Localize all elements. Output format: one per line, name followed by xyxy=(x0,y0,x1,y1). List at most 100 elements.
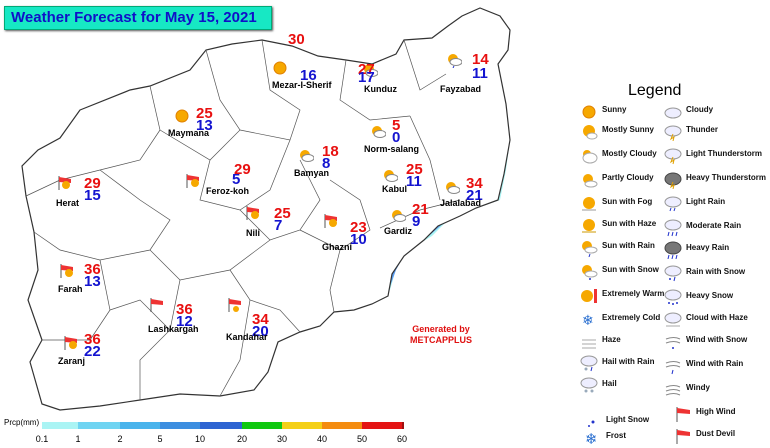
max-temp: 36 xyxy=(84,261,101,278)
thunder-icon xyxy=(664,125,682,141)
title-box: Weather Forecast for May 15, 2021 xyxy=(4,6,272,30)
scale-tick: 60 xyxy=(396,434,408,444)
province-boundaries xyxy=(25,39,461,400)
high-wind-icon xyxy=(186,174,199,188)
heavy-rain-icon xyxy=(664,241,682,259)
min-temp: 9 xyxy=(412,213,421,230)
heavy-snow-icon xyxy=(664,289,682,305)
city-name: Zaranj xyxy=(58,356,86,366)
min-temp: 13 xyxy=(84,273,101,290)
max-temp: 14 xyxy=(472,51,489,68)
min-temp: 16 xyxy=(300,67,317,84)
partly-cloudy-icon xyxy=(364,64,378,77)
min-temp: 10 xyxy=(350,231,367,248)
city-name: Fayzabad xyxy=(440,84,482,94)
city-name: Kabul xyxy=(382,184,408,194)
scale-tick: 50 xyxy=(356,434,368,444)
city-name: Gardiz xyxy=(384,226,413,236)
scale-tick: 0.1 xyxy=(35,434,49,444)
city-name: Herat xyxy=(56,198,80,208)
scale-seg-5 xyxy=(200,422,242,429)
max-temp: 27 xyxy=(358,61,375,78)
max-temp: 29 xyxy=(84,175,101,192)
scale-tick: 2 xyxy=(117,434,123,444)
city-name: Nili xyxy=(246,228,261,238)
cloudy-icon xyxy=(664,107,682,119)
cloud-with-haze-icon xyxy=(664,312,682,327)
min-temp: 12 xyxy=(176,313,193,330)
scale-seg-2 xyxy=(78,422,120,429)
hail-icon xyxy=(580,377,598,393)
light-snow-icon xyxy=(588,420,595,427)
scale-seg-6 xyxy=(242,422,282,429)
sun-with-rain-icon xyxy=(446,182,460,194)
scale-seg-4 xyxy=(160,422,200,429)
precip-scale-bar xyxy=(42,422,404,429)
min-temp: 0 xyxy=(392,129,401,146)
sun-with-snow-icon xyxy=(582,265,598,280)
max-temp: 25 xyxy=(274,205,291,222)
high-wind-icon xyxy=(64,336,77,350)
precip-scale-label: Prcp(mm) xyxy=(4,418,40,427)
sun-with-rain-icon xyxy=(582,241,598,257)
city-name: Lashkargah xyxy=(148,324,199,334)
sun-with-rain-icon xyxy=(392,210,406,222)
max-temp: 36 xyxy=(84,331,101,348)
scale-seg-10 xyxy=(402,422,404,429)
city-name: Kandahar xyxy=(226,332,268,342)
sun-with-rain-icon xyxy=(448,54,462,68)
max-temp: 18 xyxy=(322,143,339,160)
wind-with-rain-icon xyxy=(665,361,681,375)
city-name: Ghazni xyxy=(322,242,353,252)
min-temp: 7 xyxy=(274,217,283,234)
high-wind-icon xyxy=(58,176,71,190)
windy-icon xyxy=(665,385,681,396)
city-name: Maymana xyxy=(168,128,210,138)
city-name: Farah xyxy=(58,284,83,294)
high-wind-icon xyxy=(324,214,337,228)
scale-tick: 20 xyxy=(236,434,248,444)
scale-tick: 5 xyxy=(157,434,163,444)
country-outline xyxy=(21,7,511,411)
max-temp: 30 xyxy=(288,31,305,48)
moderate-rain-icon xyxy=(664,219,682,237)
legend-title: Legend xyxy=(628,82,682,99)
scale-tick: 30 xyxy=(276,434,288,444)
dust-devil-icon xyxy=(676,429,690,444)
credit-text: Generated by METCAPPLUS xyxy=(410,324,472,346)
wind-with-snow-icon xyxy=(665,337,681,349)
max-temp: 23 xyxy=(350,219,367,236)
frost-icon: ❄ xyxy=(585,430,598,447)
min-temp: 20 xyxy=(252,323,269,340)
max-temp: 21 xyxy=(412,201,429,218)
sunny-icon xyxy=(582,105,596,119)
sunny-icon xyxy=(273,61,287,75)
max-temp: 34 xyxy=(466,175,483,192)
rain-with-snow-icon xyxy=(664,265,682,282)
high-wind-icon xyxy=(246,206,259,220)
min-temp: 13 xyxy=(196,117,213,134)
high-wind-icon xyxy=(676,407,690,422)
city-name: Norm-salang xyxy=(364,144,420,154)
credit-line-2: METCAPPLUS xyxy=(410,335,473,345)
min-temp: 11 xyxy=(406,173,422,190)
city-name: Mezar-I-Sherif xyxy=(272,80,332,90)
partly-cloudy-icon xyxy=(583,174,598,188)
mostly-sunny-icon xyxy=(583,125,598,140)
sun-with-rain-icon xyxy=(384,170,398,182)
max-temp: 29 xyxy=(234,161,251,178)
min-temp: 15 xyxy=(84,187,101,204)
sun-with-haze-icon xyxy=(582,219,596,233)
scale-tick: 40 xyxy=(316,434,328,444)
min-temp: 17 xyxy=(358,69,375,86)
scale-tick: 1 xyxy=(75,434,81,444)
city-name: Feroz-koh xyxy=(206,186,250,196)
min-temp: 11 xyxy=(472,65,488,82)
min-temp: 21 xyxy=(466,187,483,204)
high-wind-icon xyxy=(60,264,73,278)
light-rain-icon xyxy=(664,196,682,212)
max-temp: 25 xyxy=(196,105,213,122)
max-temp: 5 xyxy=(392,117,401,134)
min-temp: 5 xyxy=(232,171,241,188)
svg-text:❄: ❄ xyxy=(585,430,598,447)
